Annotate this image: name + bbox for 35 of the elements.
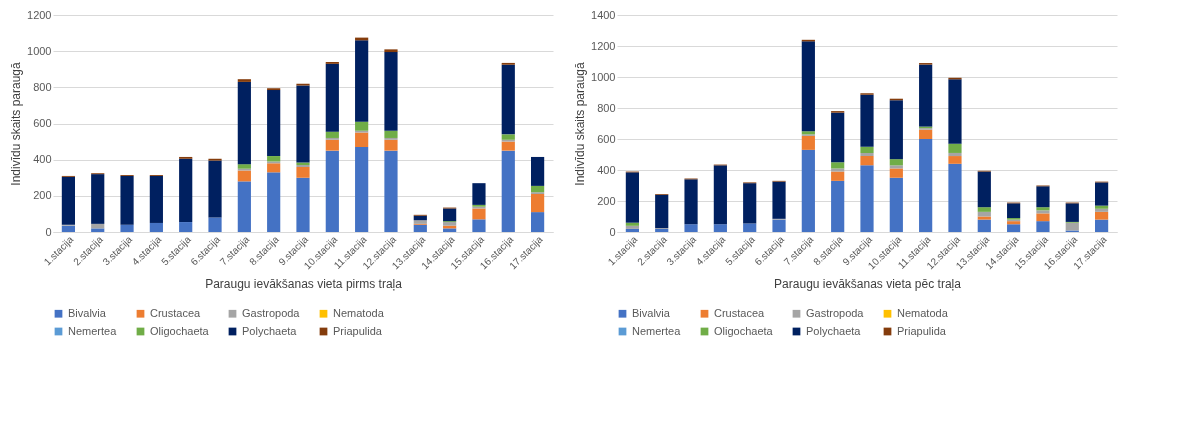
y-tick-label: 200 xyxy=(597,194,616,207)
legend-label: Polychaeta xyxy=(242,324,298,337)
y-tick-label: 1000 xyxy=(591,70,616,83)
legend-label: Gastropoda xyxy=(242,306,301,319)
legend-label: Nemertea xyxy=(632,324,682,337)
legend-label: Oligochaeta xyxy=(150,324,210,337)
legend-label: Oligochaeta xyxy=(714,324,774,337)
legend-label: Crustacea xyxy=(714,306,766,319)
y-tick-label: 600 xyxy=(33,117,52,129)
legend-label: Priapulida xyxy=(897,324,947,337)
y-tick-label: 200 xyxy=(33,189,52,202)
legend-label: Nemertea xyxy=(68,324,118,337)
legend-label: Polychaeta xyxy=(806,324,862,337)
legend-label: Nematoda xyxy=(897,306,949,319)
y-tick-label: 1400 xyxy=(591,8,616,21)
legend-label: Priapulida xyxy=(333,324,383,337)
y-tick-label: 1200 xyxy=(27,8,52,21)
legend-label: Crustacea xyxy=(150,306,202,319)
y-tick-label: 1200 xyxy=(591,39,616,52)
y-axis-title: Indivīdu skaits paraugā xyxy=(9,61,24,186)
y-tick-label: 1000 xyxy=(27,44,52,57)
y-tick-label: 400 xyxy=(33,153,52,166)
y-tick-label: 800 xyxy=(597,101,616,114)
x-axis-title: Paraugu ievākšanas vieta pēc traļa xyxy=(774,277,962,292)
y-tick-label: 600 xyxy=(597,132,616,145)
y-tick-label: 800 xyxy=(33,80,52,93)
y-tick-label: 0 xyxy=(609,225,616,238)
legend-label: Gastropoda xyxy=(806,306,865,319)
y-tick-label: 0 xyxy=(45,225,52,238)
y-axis-title: Indivīdu skaits paraugā xyxy=(573,61,588,186)
y-tick-label: 400 xyxy=(597,163,616,176)
x-axis-title: Paraugu ievākšanas vieta pirms traļa xyxy=(205,277,403,292)
legend-label: Bivalvia xyxy=(68,306,107,319)
legend-label: Nematoda xyxy=(333,306,385,319)
legend-label: Bivalvia xyxy=(632,306,671,319)
